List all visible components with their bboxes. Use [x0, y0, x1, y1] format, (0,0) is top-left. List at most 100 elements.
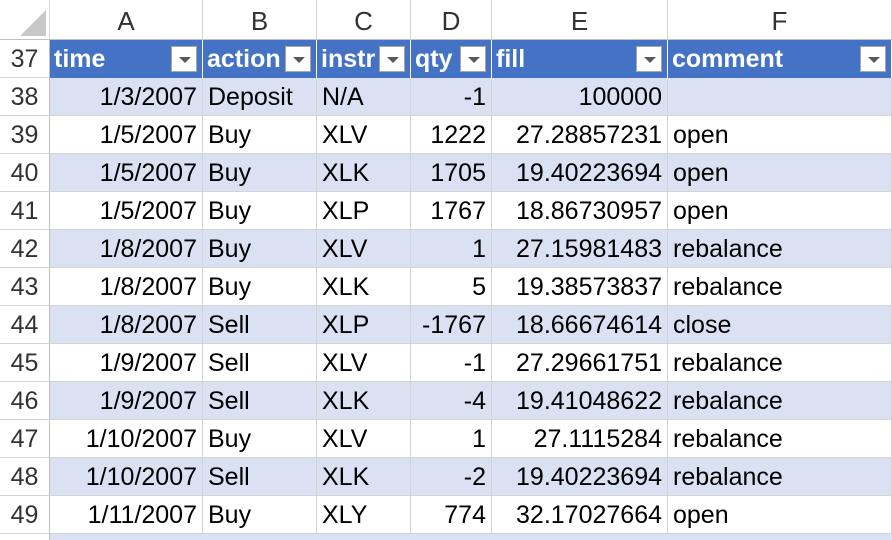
- cell-qty[interactable]: 774: [411, 496, 492, 534]
- cell-instr[interactable]: XLK: [317, 382, 411, 420]
- cell-instr[interactable]: XLV: [317, 116, 411, 154]
- row-header-37[interactable]: 37: [0, 40, 50, 78]
- cell-qty[interactable]: -1767: [411, 306, 492, 344]
- cell-qty[interactable]: 1: [411, 420, 492, 458]
- row-header-49[interactable]: 49: [0, 496, 50, 534]
- column-header-c[interactable]: C: [317, 0, 411, 40]
- cell-action[interactable]: Deposit: [203, 78, 317, 116]
- filter-dropdown-icon[interactable]: [460, 46, 486, 72]
- cell-instr[interactable]: XLK: [317, 458, 411, 496]
- cell-action[interactable]: Buy: [203, 230, 317, 268]
- cell-time[interactable]: 1/8/2007: [50, 230, 203, 268]
- cell-instr[interactable]: XLK: [317, 154, 411, 192]
- cell-fill[interactable]: 27.28857231: [492, 116, 668, 154]
- table-header-comment[interactable]: comment: [668, 40, 892, 78]
- row-header-41[interactable]: 41: [0, 192, 50, 230]
- cell-time[interactable]: 1/10/2007: [50, 458, 203, 496]
- table-header-time[interactable]: time: [50, 40, 203, 78]
- cell-fill[interactable]: 18.86730957: [492, 192, 668, 230]
- cell-qty[interactable]: 1705: [411, 154, 492, 192]
- cell-instr[interactable]: XLV: [317, 344, 411, 382]
- table-header-instr[interactable]: instr: [317, 40, 411, 78]
- row-header-47[interactable]: 47: [0, 420, 50, 458]
- cell-qty[interactable]: -4: [411, 382, 492, 420]
- cell-comment[interactable]: open: [668, 116, 892, 154]
- cell-instr[interactable]: XLK: [317, 268, 411, 306]
- cell-instr[interactable]: XLY: [317, 496, 411, 534]
- cell-fill[interactable]: 27.15981483: [492, 230, 668, 268]
- row-header-48[interactable]: 48: [0, 458, 50, 496]
- column-header-e[interactable]: E: [492, 0, 668, 40]
- row-header-45[interactable]: 45: [0, 344, 50, 382]
- cell-action[interactable]: Buy: [203, 154, 317, 192]
- cell-time[interactable]: 1/5/2007: [50, 116, 203, 154]
- cell-comment[interactable]: rebalance: [668, 230, 892, 268]
- cell-comment[interactable]: open: [668, 192, 892, 230]
- cell-comment[interactable]: close: [668, 306, 892, 344]
- select-all-corner[interactable]: [0, 0, 50, 40]
- row-header-39[interactable]: 39: [0, 116, 50, 154]
- cell-time[interactable]: 1/3/2007: [50, 78, 203, 116]
- cell-time[interactable]: 1/8/2007: [50, 268, 203, 306]
- cell-comment[interactable]: open: [668, 496, 892, 534]
- cell-time[interactable]: 1/5/2007: [50, 154, 203, 192]
- table-header-fill[interactable]: fill: [492, 40, 668, 78]
- cell-action[interactable]: Sell: [203, 382, 317, 420]
- cell-fill[interactable]: 19.40223694: [492, 458, 668, 496]
- cell-action[interactable]: Buy: [203, 116, 317, 154]
- cell-qty[interactable]: -2: [411, 458, 492, 496]
- cell-fill[interactable]: 19.38573837: [492, 268, 668, 306]
- row-header-42[interactable]: 42: [0, 230, 50, 268]
- row-header-43[interactable]: 43: [0, 268, 50, 306]
- cell-time[interactable]: 1/8/2007: [50, 306, 203, 344]
- row-header-38[interactable]: 38: [0, 78, 50, 116]
- filter-dropdown-icon[interactable]: [285, 46, 311, 72]
- table-header-qty[interactable]: qty: [411, 40, 492, 78]
- table-header-action[interactable]: action: [203, 40, 317, 78]
- cell-action[interactable]: Buy: [203, 192, 317, 230]
- column-header-f[interactable]: F: [668, 0, 892, 40]
- cell-fill[interactable]: 19.40223694: [492, 154, 668, 192]
- cell-time[interactable]: 1/10/2007: [50, 420, 203, 458]
- column-header-a[interactable]: A: [50, 0, 203, 40]
- cell-action[interactable]: Sell: [203, 344, 317, 382]
- filter-dropdown-icon[interactable]: [860, 46, 886, 72]
- cell-fill[interactable]: 27.1115284: [492, 420, 668, 458]
- cell-qty[interactable]: 5: [411, 268, 492, 306]
- row-header-44[interactable]: 44: [0, 306, 50, 344]
- cell-comment[interactable]: rebalance: [668, 382, 892, 420]
- column-header-b[interactable]: B: [203, 0, 317, 40]
- cell-qty[interactable]: -1: [411, 78, 492, 116]
- cell-fill[interactable]: 27.29661751: [492, 344, 668, 382]
- cell-fill[interactable]: 32.17027664: [492, 496, 668, 534]
- cell-fill[interactable]: 18.66674614: [492, 306, 668, 344]
- cell-action[interactable]: Sell: [203, 306, 317, 344]
- cell-instr[interactable]: XLV: [317, 230, 411, 268]
- cell-comment[interactable]: rebalance: [668, 420, 892, 458]
- cell-action[interactable]: Sell: [203, 458, 317, 496]
- cell-time[interactable]: 1/5/2007: [50, 192, 203, 230]
- column-header-d[interactable]: D: [411, 0, 492, 40]
- cell-comment[interactable]: rebalance: [668, 344, 892, 382]
- cell-instr[interactable]: XLP: [317, 306, 411, 344]
- cell-time[interactable]: 1/9/2007: [50, 344, 203, 382]
- cell-qty[interactable]: 1222: [411, 116, 492, 154]
- cell-action[interactable]: Buy: [203, 268, 317, 306]
- cell-instr[interactable]: XLP: [317, 192, 411, 230]
- filter-dropdown-icon[interactable]: [171, 46, 197, 72]
- cell-time[interactable]: 1/9/2007: [50, 382, 203, 420]
- cell-qty[interactable]: 1767: [411, 192, 492, 230]
- cell-action[interactable]: Buy: [203, 420, 317, 458]
- cell-fill[interactable]: 19.41048622: [492, 382, 668, 420]
- cell-instr[interactable]: XLV: [317, 420, 411, 458]
- filter-dropdown-icon[interactable]: [636, 46, 662, 72]
- cell-qty[interactable]: 1: [411, 230, 492, 268]
- cell-instr[interactable]: N/A: [317, 78, 411, 116]
- filter-dropdown-icon[interactable]: [379, 46, 405, 72]
- cell-comment[interactable]: [668, 78, 892, 116]
- cell-qty[interactable]: -1: [411, 344, 492, 382]
- cell-action[interactable]: Buy: [203, 496, 317, 534]
- cell-comment[interactable]: rebalance: [668, 268, 892, 306]
- cell-fill[interactable]: 100000: [492, 78, 668, 116]
- row-header-46[interactable]: 46: [0, 382, 50, 420]
